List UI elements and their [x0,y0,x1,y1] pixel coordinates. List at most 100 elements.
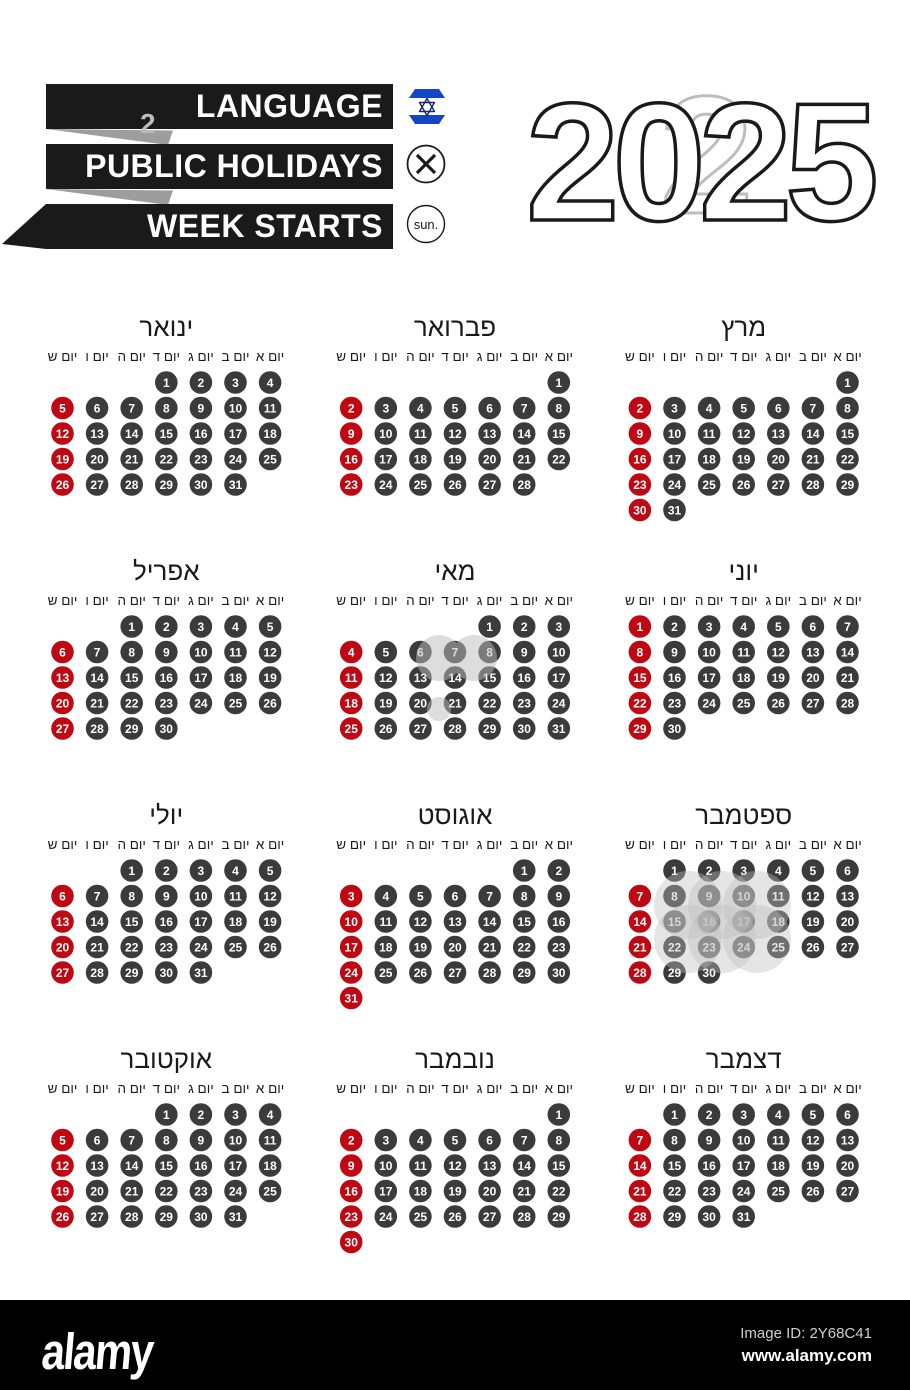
svg-text:20: 20 [56,940,70,954]
svg-text:4: 4 [232,620,239,634]
svg-text:16: 16 [518,671,532,685]
svg-text:יום א: יום א [545,593,573,608]
svg-text:11: 11 [703,427,716,441]
svg-text:13: 13 [56,915,70,929]
svg-text:6: 6 [844,1108,851,1122]
svg-text:6: 6 [94,401,101,415]
svg-text:4: 4 [267,1108,274,1122]
svg-text:2: 2 [163,864,170,878]
svg-text:5: 5 [267,864,274,878]
svg-text:יום ו: יום ו [85,1081,108,1096]
svg-text:1: 1 [671,1108,678,1122]
svg-text:21: 21 [125,452,139,466]
svg-text:יום ש: יום ש [625,349,655,364]
svg-text:יום ה: יום ה [695,837,723,852]
svg-text:11: 11 [414,427,427,441]
svg-text:10: 10 [194,645,208,659]
svg-text:23: 23 [160,940,174,954]
svg-text:15: 15 [552,427,566,441]
svg-text:יום ש: יום ש [48,593,78,608]
svg-text:2: 2 [637,401,644,415]
svg-text:14: 14 [483,915,497,929]
svg-text:מרץ: מרץ [721,312,766,342]
svg-text:דצמבר: דצמבר [706,1044,782,1074]
svg-text:20: 20 [56,696,70,710]
svg-text:7: 7 [94,889,101,903]
svg-text:יום ה: יום ה [117,1081,145,1096]
svg-text:21: 21 [841,671,855,685]
svg-text:23: 23 [668,696,682,710]
svg-text:13: 13 [841,1133,855,1147]
svg-text:12: 12 [448,1159,462,1173]
svg-text:18: 18 [345,696,359,710]
svg-text:11: 11 [414,1159,427,1173]
svg-text:יום ד: יום ד [730,837,757,852]
svg-text:24: 24 [379,478,393,492]
svg-text:יום ד: יום ד [730,1081,757,1096]
svg-text:8: 8 [128,645,135,659]
svg-text:7: 7 [521,1133,528,1147]
svg-text:26: 26 [263,940,277,954]
svg-text:16: 16 [552,915,566,929]
svg-text:יום ג: יום ג [477,593,503,608]
svg-text:19: 19 [263,915,277,929]
svg-text:25: 25 [737,696,751,710]
svg-text:13: 13 [448,915,462,929]
svg-text:9: 9 [163,645,170,659]
svg-text:4: 4 [267,376,274,390]
svg-text:יום ש: יום ש [48,1081,78,1096]
svg-text:10: 10 [194,889,208,903]
svg-text:יום ה: יום ה [117,837,145,852]
svg-text:10: 10 [552,645,566,659]
svg-text:17: 17 [668,452,682,466]
svg-text:3: 3 [706,620,713,634]
svg-text:27: 27 [483,478,497,492]
svg-text:27: 27 [56,966,70,980]
svg-text:22: 22 [552,452,566,466]
svg-text:23: 23 [194,1184,208,1198]
svg-text:26: 26 [806,1184,820,1198]
svg-text:5: 5 [59,1133,66,1147]
svg-text:15: 15 [668,1159,682,1173]
svg-text:22: 22 [125,940,139,954]
svg-text:1: 1 [521,864,528,878]
svg-text:24: 24 [194,696,208,710]
svg-text:20: 20 [448,940,462,954]
svg-text:30: 30 [552,966,566,980]
svg-text:1: 1 [555,1108,562,1122]
svg-text:8: 8 [671,1133,678,1147]
svg-text:4: 4 [417,1133,424,1147]
svg-text:יום ו: יום ו [374,349,397,364]
svg-text:6: 6 [452,889,459,903]
svg-text:31: 31 [229,478,243,492]
svg-text:יום ג: יום ג [765,1081,791,1096]
svg-text:15: 15 [633,671,647,685]
svg-text:22: 22 [160,452,174,466]
svg-text:11: 11 [345,671,358,685]
svg-text:30: 30 [518,722,532,736]
svg-text:ינואר: ינואר [139,312,193,342]
svg-text:7: 7 [810,401,817,415]
svg-text:10: 10 [737,1133,751,1147]
svg-text:אוגוסט: אוגוסט [418,800,493,830]
svg-text:13: 13 [483,427,497,441]
svg-text:24: 24 [702,696,716,710]
svg-text:18: 18 [414,452,428,466]
svg-text:25: 25 [263,452,277,466]
svg-text:21: 21 [518,452,532,466]
svg-text:יום ב: יום ב [799,349,827,364]
svg-text:5: 5 [810,864,817,878]
svg-text:יום ד: יום ד [730,349,757,364]
svg-text:26: 26 [737,478,751,492]
svg-text:12: 12 [806,1133,820,1147]
svg-text:17: 17 [702,671,716,685]
svg-text:16: 16 [702,1159,716,1173]
svg-text:16: 16 [345,1184,359,1198]
svg-text:25: 25 [229,696,243,710]
svg-text:יום ג: יום ג [477,837,503,852]
svg-text:26: 26 [414,966,428,980]
svg-text:8: 8 [128,889,135,903]
svg-text:29: 29 [160,1210,174,1224]
svg-text:13: 13 [90,427,104,441]
svg-text:28: 28 [90,722,104,736]
